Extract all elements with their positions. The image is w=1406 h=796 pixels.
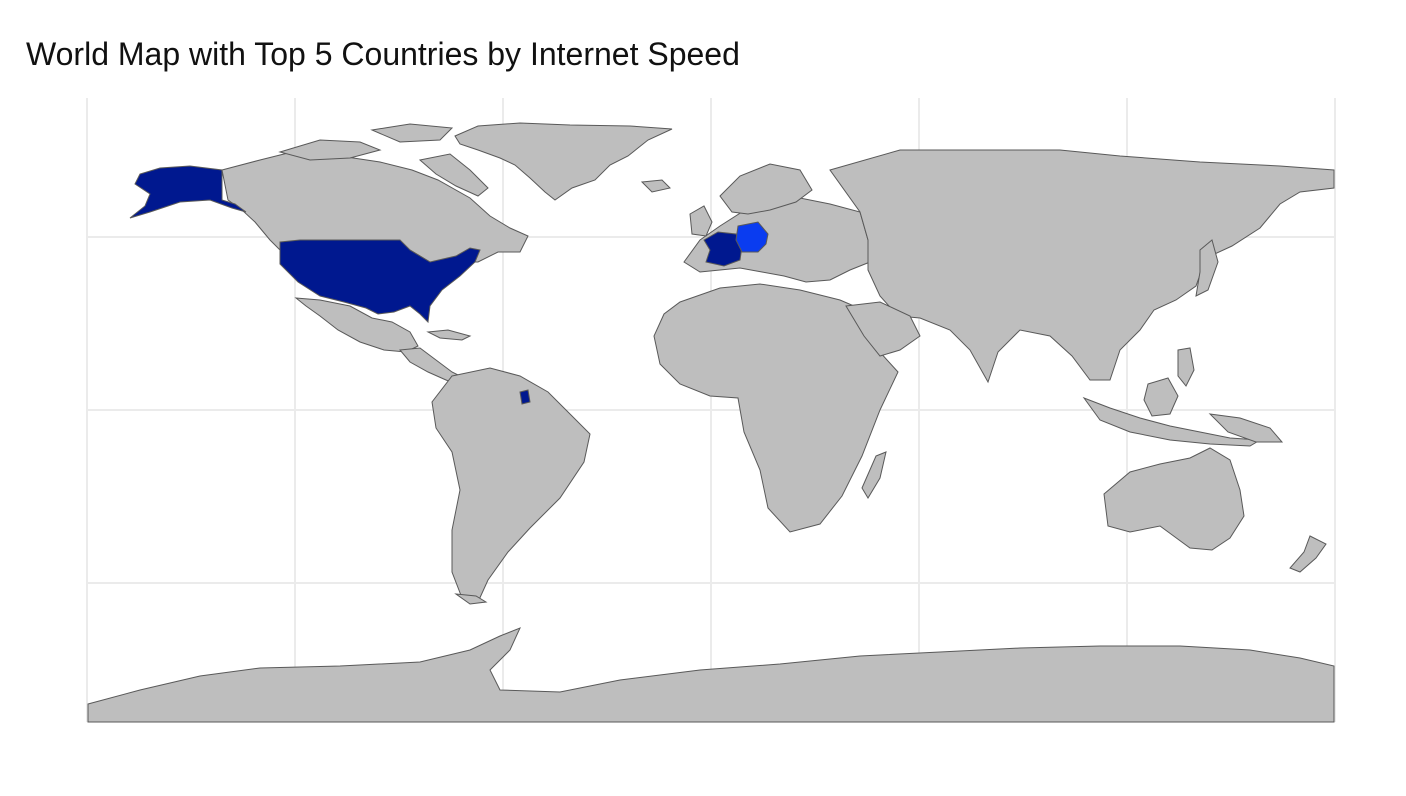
island-philippines — [1177, 347, 1195, 387]
country-canada[interactable] — [221, 149, 529, 263]
island-uk — [689, 205, 713, 237]
country-greenland[interactable] — [454, 122, 673, 201]
island-borneo — [1143, 377, 1179, 417]
region-africa — [653, 283, 899, 533]
country-australia[interactable] — [1103, 447, 1245, 551]
region-scandinavia — [719, 163, 813, 215]
region-arabia — [845, 301, 921, 357]
island-tierra-del-fuego — [454, 593, 488, 605]
land-layer — [87, 122, 1335, 723]
island-new-guinea — [1208, 413, 1284, 443]
island-canada-arctic-2 — [370, 123, 454, 143]
highlight-layer — [129, 165, 769, 405]
island-cuba — [426, 329, 472, 341]
island-canada-arctic-1 — [278, 139, 382, 161]
country-germany[interactable] — [735, 221, 769, 253]
country-new-zealand[interactable] — [1289, 535, 1327, 573]
island-iceland — [640, 179, 671, 193]
country-united-states[interactable] — [279, 239, 481, 324]
country-united-states-alaska[interactable] — [129, 165, 247, 219]
island-baffin — [418, 153, 489, 197]
island-japan — [1195, 239, 1219, 297]
region-south-america — [431, 367, 591, 603]
island-madagascar — [861, 451, 887, 499]
region-asia — [829, 149, 1335, 384]
country-french-guiana[interactable] — [519, 389, 531, 405]
region-antarctica — [87, 627, 1335, 723]
chart-title: World Map with Top 5 Countries by Intern… — [26, 36, 740, 72]
country-france[interactable] — [703, 231, 743, 267]
